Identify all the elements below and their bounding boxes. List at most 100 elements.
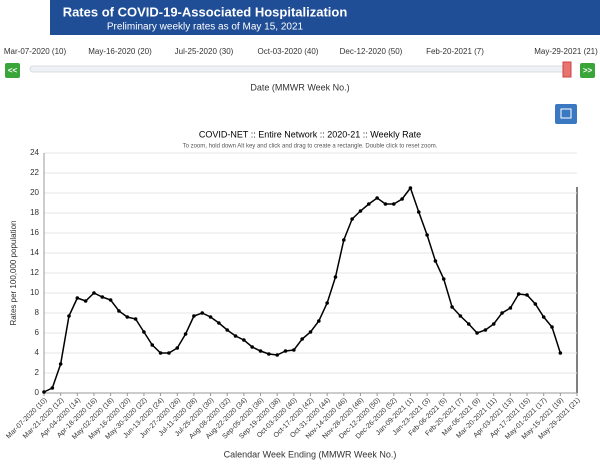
prev-button[interactable] [5, 63, 20, 78]
y-tick-label: 6 [35, 328, 40, 337]
header-title: Rates of COVID-19-Associated Hospitaliza… [63, 4, 348, 19]
slider-track[interactable] [29, 65, 571, 73]
point [466, 322, 471, 326]
slider-label: Feb-20-2021 (7) [426, 47, 484, 56]
prev-button-label: << [8, 66, 18, 75]
point [108, 298, 113, 302]
chart-subtitle: To zoom, hold down Alt key and click and… [183, 144, 438, 150]
y-tick-label: 16 [30, 228, 39, 237]
slider-handle[interactable] [562, 61, 572, 78]
point [391, 202, 396, 206]
point [400, 197, 404, 201]
point [325, 301, 329, 305]
y-tick-label: 10 [30, 288, 39, 297]
next-button-label: >> [583, 66, 593, 75]
slider-caption: Date (MMWR Week No.) [250, 82, 349, 92]
point [192, 314, 196, 318]
y-tick-label: 2 [35, 368, 40, 377]
point [142, 330, 146, 334]
point [225, 328, 230, 332]
point [267, 352, 271, 356]
point [275, 353, 279, 357]
slider-label: Oct-03-2020 (40) [258, 47, 319, 56]
point [200, 311, 205, 315]
point [42, 390, 46, 394]
point [458, 314, 463, 318]
point [150, 343, 155, 347]
y-tick-label: 12 [30, 268, 39, 277]
point [175, 346, 180, 350]
line [43, 186, 562, 393]
point [208, 315, 213, 319]
y-tick-label: 8 [35, 308, 40, 317]
point [242, 338, 246, 342]
point [550, 325, 554, 329]
point [358, 209, 363, 213]
point [483, 328, 488, 332]
point [92, 291, 96, 295]
next-button[interactable] [580, 63, 595, 78]
slider-label: May-29-2021 (21) [534, 47, 598, 56]
point [125, 315, 130, 319]
point [292, 348, 296, 352]
x-axis-label: Calendar Week Ending (MMWR Week No.) [224, 449, 397, 459]
slider-labels: Mar-07-2020 (10) May-16-2020 (20) Jul-25… [4, 47, 598, 56]
point [133, 317, 138, 321]
point [516, 292, 521, 296]
image-icon [560, 108, 572, 119]
point [333, 275, 338, 279]
image-button[interactable] [555, 104, 577, 124]
slider-label: Mar-07-2020 (10) [4, 47, 67, 56]
point [217, 321, 221, 325]
point [58, 362, 63, 366]
point [183, 332, 188, 336]
chart-title: COVID-NET :: Entire Network :: 2020-21 :… [199, 129, 421, 139]
point [383, 202, 388, 206]
point [558, 351, 563, 355]
y-tick-label: 20 [30, 188, 39, 197]
point [475, 331, 479, 335]
point [83, 299, 88, 303]
point [283, 349, 288, 353]
y-tick-label: 0 [35, 388, 40, 397]
point [158, 351, 163, 355]
point [233, 334, 238, 338]
point [67, 314, 71, 318]
point [408, 186, 413, 190]
y-tick-label: 24 [30, 148, 39, 157]
y-tick-label: 18 [30, 208, 39, 217]
point [117, 309, 121, 313]
point [350, 217, 354, 221]
point [75, 296, 80, 300]
y-tick-label: 22 [30, 168, 39, 177]
point [450, 305, 454, 309]
point [317, 319, 321, 323]
point [100, 295, 105, 299]
point [500, 311, 504, 315]
point [416, 210, 421, 214]
header-subtitle: Preliminary weekly rates as of May 15, 2… [107, 22, 304, 33]
point [533, 302, 538, 306]
y-tick-label: 14 [30, 248, 39, 257]
point [308, 330, 313, 334]
slider-label: Dec-12-2020 (50) [340, 47, 403, 56]
point [541, 315, 546, 319]
point [300, 337, 304, 341]
point [50, 386, 55, 390]
point [342, 238, 346, 242]
point [425, 233, 429, 237]
point [167, 351, 171, 355]
slider-label: Jul-25-2020 (30) [175, 47, 234, 56]
slider-label: May-16-2020 (20) [88, 47, 152, 56]
y-axis-label: Rates per 100,000 population [9, 221, 18, 326]
point [491, 322, 496, 326]
point [508, 306, 513, 310]
point [441, 277, 446, 281]
point [375, 196, 379, 200]
point [258, 349, 263, 353]
header-bar [50, 0, 600, 35]
point [366, 202, 371, 206]
point [525, 293, 529, 297]
